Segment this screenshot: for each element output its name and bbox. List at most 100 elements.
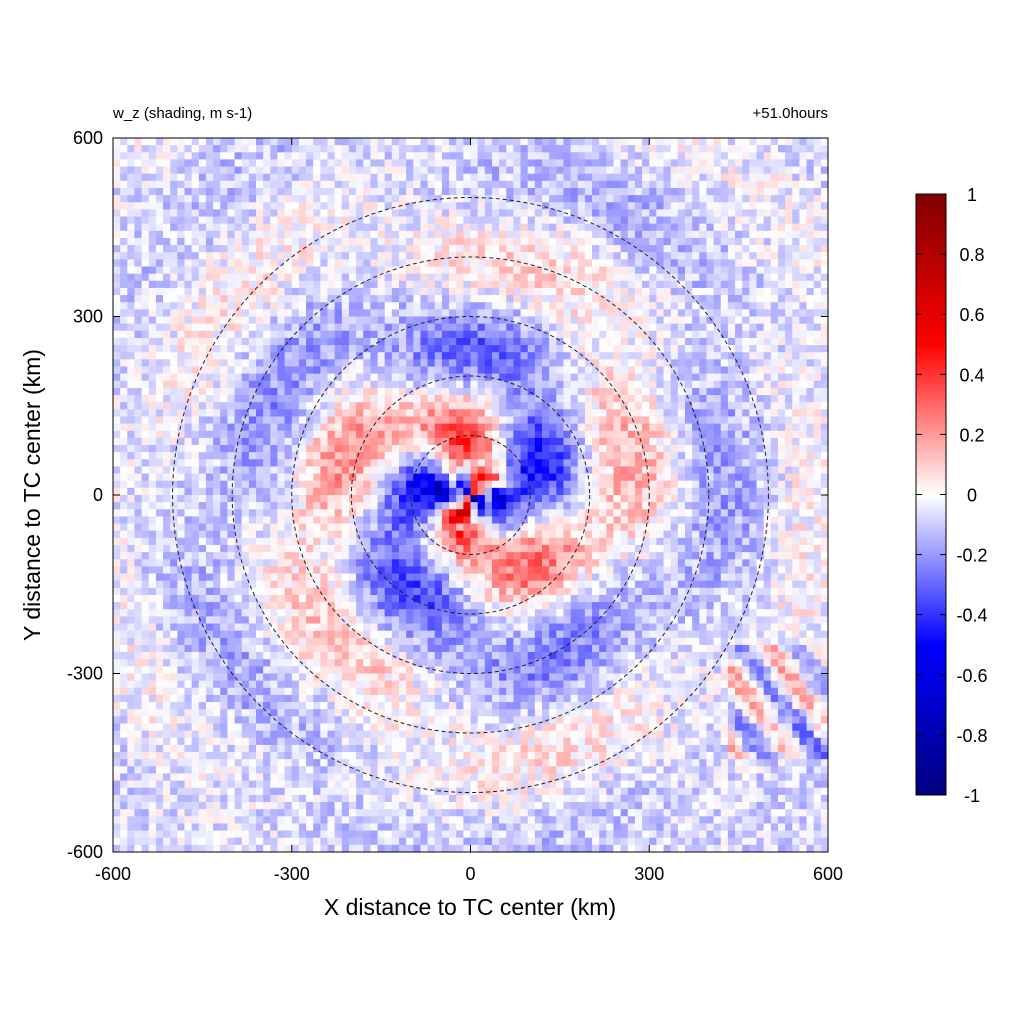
- heatmap-cell: [320, 173, 329, 182]
- heatmap-cell: [170, 223, 178, 232]
- heatmap-cell: [334, 230, 343, 239]
- heatmap-cell: [420, 266, 429, 275]
- heatmap-cell: [534, 280, 543, 289]
- heatmap-cell: [441, 473, 450, 482]
- heatmap-cell: [592, 330, 600, 339]
- heatmap-cell: [320, 138, 329, 146]
- heatmap-cell: [792, 409, 800, 418]
- heatmap-cell: [306, 452, 314, 460]
- heatmap-cell: [563, 416, 572, 425]
- heatmap-cell: [356, 466, 364, 475]
- heatmap-cell: [470, 395, 479, 403]
- heatmap-cell: [113, 466, 121, 475]
- title-right: +51.0hours: [753, 105, 828, 122]
- heatmap-cell: [735, 337, 743, 346]
- heatmap-cell: [306, 138, 314, 146]
- heatmap-cell: [649, 395, 657, 403]
- heatmap-cell: [327, 395, 336, 403]
- heatmap-cell: [370, 373, 379, 382]
- heatmap-cell: [727, 359, 736, 368]
- heatmap-cell: [298, 223, 307, 232]
- heatmap-cell: [534, 359, 543, 368]
- heatmap-cell: [813, 466, 822, 475]
- heatmap-cell: [735, 480, 743, 489]
- heatmap-cell: [549, 280, 557, 289]
- heatmap-cell: [720, 295, 729, 303]
- heatmap-cell: [592, 259, 600, 268]
- heatmap-cell: [470, 345, 479, 353]
- heatmap-cell: [556, 395, 565, 403]
- heatmap-cell: [370, 473, 379, 482]
- heatmap-cell: [584, 230, 593, 239]
- heatmap-cell: [427, 230, 436, 239]
- heatmap-cell: [749, 159, 758, 168]
- heatmap-cell: [449, 452, 457, 460]
- heatmap-cell: [463, 466, 472, 475]
- heatmap-cell: [620, 480, 629, 489]
- heatmap-cell: [570, 437, 579, 446]
- heatmap-cell: [256, 445, 264, 453]
- heatmap-cell: [527, 138, 536, 146]
- heatmap-cell: [627, 437, 636, 446]
- heatmap-cell: [735, 366, 743, 375]
- heatmap-cell: [792, 230, 800, 239]
- heatmap-cell: [685, 252, 693, 260]
- heatmap-cell: [120, 237, 128, 246]
- heatmap-cell: [685, 195, 693, 203]
- heatmap-cell: [549, 459, 557, 468]
- heatmap-cell: [470, 352, 479, 360]
- heatmap-cell: [820, 145, 828, 153]
- heatmap-cell: [384, 287, 393, 296]
- heatmap-cell: [685, 173, 693, 182]
- heatmap-cell: [606, 330, 615, 339]
- heatmap-cell: [427, 387, 436, 396]
- heatmap-cell: [620, 430, 629, 439]
- heatmap-cell: [477, 487, 486, 496]
- heatmap-cell: [384, 387, 393, 396]
- heatmap-cell: [234, 452, 243, 460]
- heatmap-cell: [441, 330, 450, 339]
- heatmap-cell: [399, 466, 407, 475]
- heatmap-cell: [649, 152, 657, 161]
- heatmap-cell: [313, 480, 321, 489]
- heatmap-cell: [663, 138, 672, 146]
- heatmap-cell: [141, 466, 150, 475]
- heatmap-cell: [506, 252, 514, 260]
- heatmap-cell: [663, 423, 672, 432]
- heatmap-cell: [806, 387, 815, 396]
- heatmap-cell: [620, 195, 629, 203]
- heatmap-cell: [770, 416, 779, 425]
- heatmap-cell: [677, 487, 686, 496]
- heatmap-cell: [592, 209, 600, 218]
- heatmap-cell: [356, 280, 364, 289]
- heatmap-cell: [356, 359, 364, 368]
- heatmap-cell: [163, 252, 171, 260]
- heatmap-cell: [777, 245, 786, 253]
- heatmap-cell: [298, 145, 307, 153]
- heatmap-cell: [427, 459, 436, 468]
- heatmap-cell: [527, 366, 536, 375]
- heatmap-cell: [713, 295, 722, 303]
- heatmap-cell: [763, 273, 772, 282]
- heatmap-cell: [663, 216, 672, 225]
- heatmap-cell: [806, 195, 815, 203]
- heatmap-cell: [198, 387, 207, 396]
- heatmap-cell: [663, 459, 672, 468]
- heatmap-cell: [713, 423, 722, 432]
- heatmap-cell: [205, 159, 214, 168]
- heatmap-cell: [313, 266, 321, 275]
- heatmap-cell: [806, 280, 815, 289]
- heatmap-cell: [227, 373, 236, 382]
- heatmap-cell: [749, 430, 758, 439]
- heatmap-cell: [434, 373, 443, 382]
- heatmap-cell: [477, 259, 486, 268]
- heatmap-cell: [377, 316, 386, 325]
- heatmap-cell: [520, 223, 529, 232]
- heatmap-cell: [384, 138, 393, 146]
- heatmap-cell: [699, 173, 708, 182]
- heatmap-cell: [799, 266, 808, 275]
- heatmap-cell: [549, 259, 557, 268]
- heatmap-cell: [370, 287, 379, 296]
- heatmap-cell: [413, 337, 422, 346]
- heatmap-cell: [277, 209, 286, 218]
